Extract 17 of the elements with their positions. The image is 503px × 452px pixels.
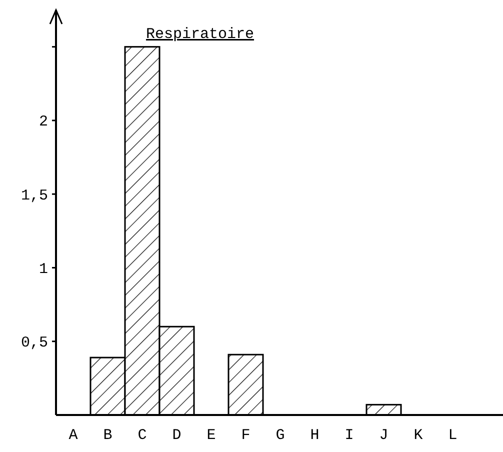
x-tick-label: J: [379, 427, 388, 444]
y-tick-label: 2: [38, 114, 48, 131]
x-tick-label: D: [172, 427, 182, 444]
x-tick-label: K: [414, 427, 423, 444]
text: Respiratoire: [146, 26, 254, 43]
x-tick-label: G: [276, 427, 285, 444]
y-tick-label: 0,5: [20, 334, 48, 352]
y-tick-label: 1: [38, 260, 48, 278]
x-tick-label: F: [241, 427, 250, 444]
x-tick-label: A: [68, 427, 78, 444]
x-tick-label: E: [206, 427, 216, 444]
x-tick-label: I: [344, 427, 354, 444]
x-tick-label: B: [103, 427, 112, 444]
x-tick-label: L: [448, 427, 458, 444]
x-tick-label: C: [138, 427, 147, 444]
x-tick-label: H: [310, 427, 320, 444]
y-tick-label: 1,5: [20, 187, 48, 204]
